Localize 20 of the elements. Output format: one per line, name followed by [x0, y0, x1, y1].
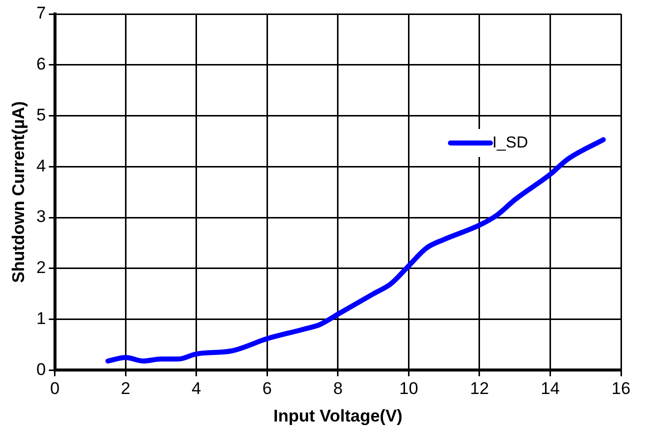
x-axis-title: Input Voltage(V) [273, 406, 402, 426]
x-tick-label: 14 [540, 379, 560, 398]
y-tick-label: 0 [36, 360, 46, 379]
y-tick-label: 4 [36, 156, 46, 176]
y-axis-title: Shutdown Current(µA) [8, 101, 28, 283]
y-tick-label: 3 [36, 207, 46, 226]
y-tick-label: 5 [36, 105, 46, 124]
x-tick-label: 4 [192, 379, 202, 398]
x-tick-label: 0 [50, 379, 60, 398]
x-tick-label: 12 [470, 379, 489, 398]
x-tick-label: 8 [333, 379, 343, 398]
x-tick-label: 6 [262, 379, 272, 398]
x-tick-label: 2 [120, 379, 130, 398]
y-tick-label: 1 [36, 309, 46, 328]
y-tick-label: 6 [36, 54, 46, 74]
x-tick-label: 10 [399, 379, 418, 398]
y-tick-label: 7 [36, 4, 46, 23]
legend-label: I_SD [492, 134, 528, 152]
x-tick-label: 16 [612, 379, 630, 398]
y-tick-label: 2 [36, 258, 46, 278]
